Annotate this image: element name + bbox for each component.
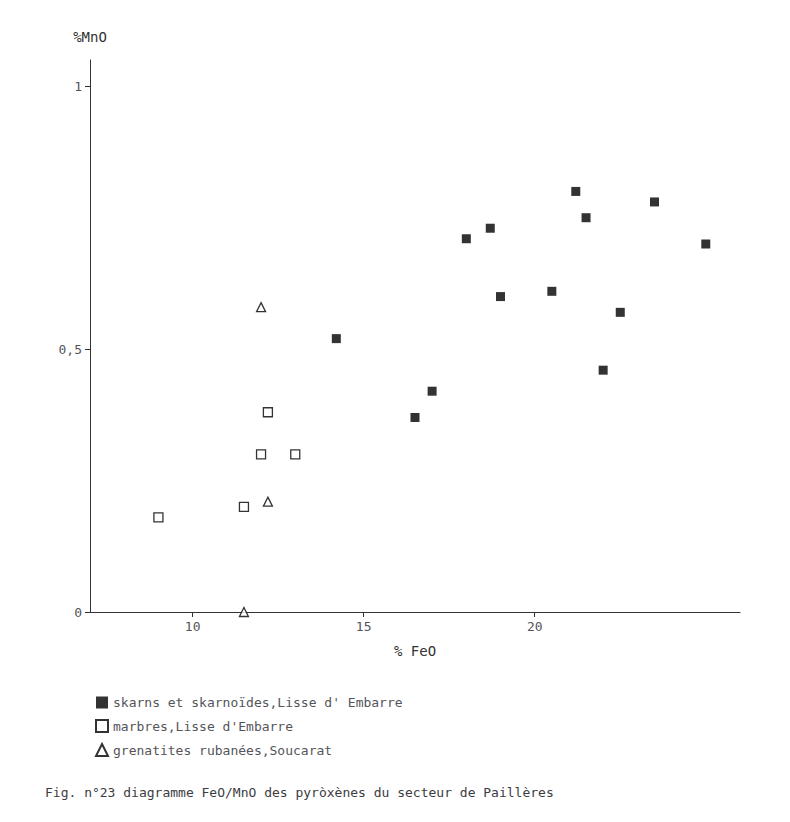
svg-text:skarns et skarnоïdes,Lisse d': skarns et skarnоïdes,Lisse d' Embarre — [113, 695, 403, 710]
svg-text:0: 0 — [74, 605, 82, 620]
svg-text:0,5: 0,5 — [59, 342, 82, 357]
svg-text:10: 10 — [185, 619, 201, 634]
svg-text:grenatites rubanées,Soucarat: grenatites rubanées,Soucarat — [113, 743, 332, 758]
svg-text:Fig. n°23 diagramme FeO/MnO de: Fig. n°23 diagramme FeO/MnO des pyròxène… — [45, 785, 554, 800]
svg-text:% FeO: % FeO — [394, 643, 436, 659]
svg-text:15: 15 — [356, 619, 372, 634]
svg-text:1: 1 — [74, 79, 82, 94]
svg-text:marbres,Lisse d'Embarre: marbres,Lisse d'Embarre — [113, 719, 293, 734]
svg-text:%MnO: %MnO — [73, 29, 107, 45]
svg-text:20: 20 — [527, 619, 543, 634]
